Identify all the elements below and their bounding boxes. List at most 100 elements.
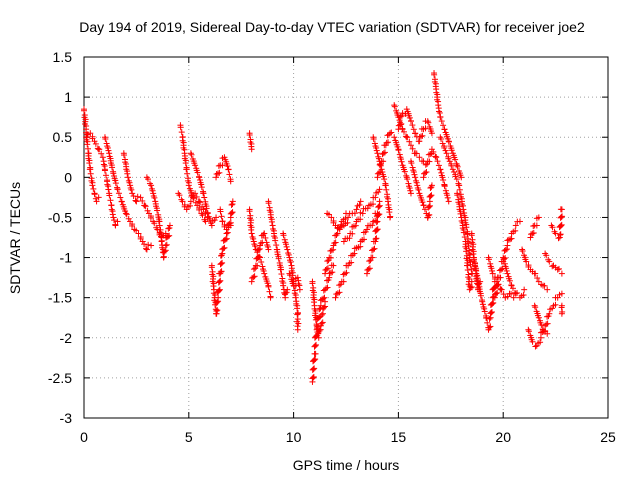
data-point <box>291 290 298 297</box>
data-point <box>468 278 475 285</box>
data-point <box>292 294 299 301</box>
data-point <box>437 113 444 120</box>
x-tick-label: 15 <box>391 429 407 445</box>
data-point <box>544 330 551 337</box>
data-point <box>416 154 423 161</box>
data-point <box>407 142 414 149</box>
data-point <box>398 112 405 119</box>
data-point <box>410 167 417 174</box>
data-point <box>148 182 155 189</box>
y-tick-label: -3 <box>60 410 73 426</box>
data-point <box>353 206 360 213</box>
data-point <box>421 206 428 213</box>
data-point <box>386 209 393 216</box>
data-point <box>286 257 293 264</box>
data-point <box>536 317 543 324</box>
data-point <box>346 235 353 242</box>
data-point <box>190 158 197 165</box>
y-tick-label: -2 <box>60 330 73 346</box>
data-point <box>443 131 450 138</box>
data-point <box>543 252 550 259</box>
data-point <box>544 320 551 327</box>
data-point <box>158 238 165 245</box>
data-point <box>108 202 115 209</box>
data-point <box>407 190 414 197</box>
data-point <box>494 289 501 296</box>
data-point <box>216 169 223 176</box>
data-point <box>490 299 497 306</box>
data-point <box>544 313 551 320</box>
data-point <box>82 120 89 127</box>
data-point <box>475 278 482 285</box>
data-point <box>537 339 544 346</box>
data-point <box>324 258 331 265</box>
data-point <box>459 225 466 232</box>
data-point <box>558 221 565 228</box>
data-point <box>457 210 464 217</box>
data-point <box>323 266 330 273</box>
data-point <box>357 243 364 250</box>
data-point <box>374 150 381 157</box>
data-point <box>84 141 91 148</box>
data-point <box>137 234 144 241</box>
data-point <box>165 225 172 232</box>
data-point <box>227 178 234 185</box>
data-point <box>289 278 296 285</box>
data-point <box>112 222 119 229</box>
data-point <box>489 270 496 277</box>
data-point <box>558 290 565 297</box>
data-point <box>278 271 285 278</box>
data-point <box>521 286 528 293</box>
data-point <box>405 180 412 187</box>
data-point <box>385 139 392 146</box>
data-point <box>100 161 107 168</box>
data-point <box>120 203 127 210</box>
data-point <box>364 205 371 212</box>
data-point <box>557 223 564 230</box>
data-point <box>137 194 144 201</box>
data-point <box>475 281 482 288</box>
data-point <box>111 175 118 182</box>
data-point <box>456 186 463 193</box>
data-point <box>376 211 383 218</box>
data-point <box>280 232 287 239</box>
data-point <box>313 333 320 340</box>
data-point <box>438 169 445 176</box>
data-point <box>453 160 460 167</box>
data-point <box>454 163 461 170</box>
data-point <box>396 151 403 158</box>
data-point <box>310 373 317 380</box>
y-tick-label: -2.5 <box>48 370 72 386</box>
data-point <box>470 250 477 257</box>
data-point <box>552 301 559 308</box>
data-point <box>111 172 118 179</box>
data-point <box>370 201 377 208</box>
data-point <box>481 308 488 315</box>
data-point <box>523 258 530 265</box>
data-point <box>199 203 206 210</box>
data-point <box>448 160 455 167</box>
data-point <box>464 267 471 274</box>
data-point <box>81 114 88 121</box>
data-point <box>106 153 113 160</box>
data-point <box>509 285 516 292</box>
data-point <box>271 233 278 240</box>
data-point <box>332 294 339 301</box>
data-point <box>365 266 372 273</box>
data-point <box>465 281 472 288</box>
data-point <box>312 312 319 319</box>
data-point <box>485 256 492 263</box>
data-point <box>494 282 501 289</box>
data-point <box>92 140 99 147</box>
data-point <box>446 138 453 145</box>
data-point <box>317 302 324 309</box>
data-point <box>184 177 191 184</box>
data-point <box>366 258 373 265</box>
data-point <box>528 231 535 238</box>
data-point <box>450 152 457 159</box>
data-point <box>332 239 339 246</box>
data-point <box>395 147 402 154</box>
data-point <box>558 304 565 311</box>
data-point <box>489 267 496 274</box>
data-point <box>216 278 223 285</box>
